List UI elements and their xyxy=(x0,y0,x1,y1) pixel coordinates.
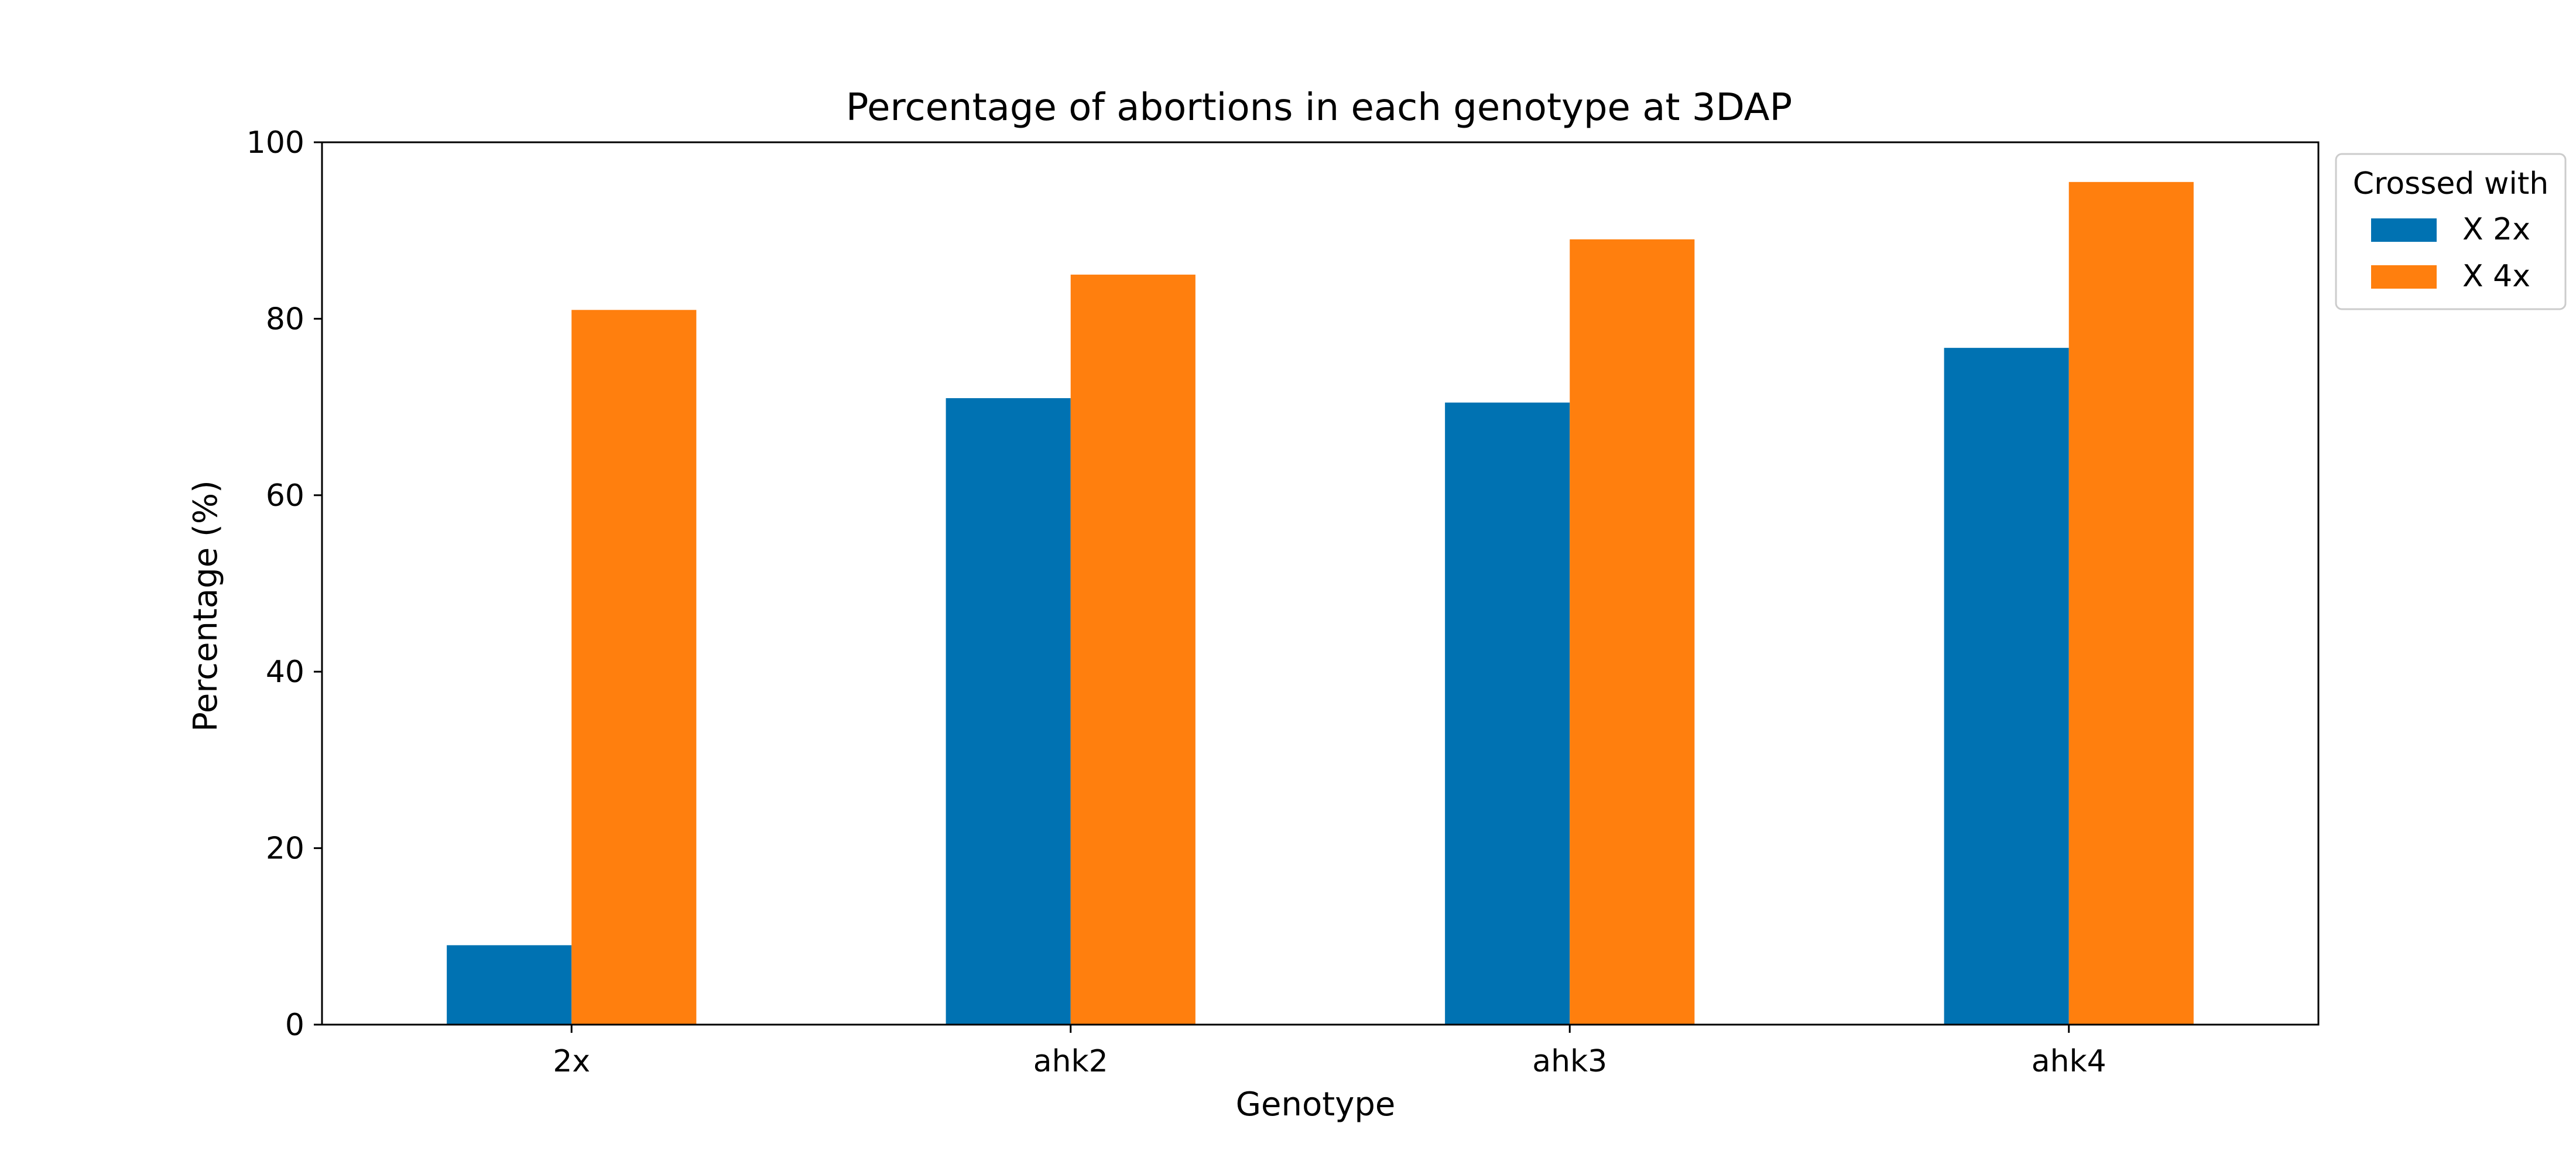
bar-x-2x-2x xyxy=(447,945,572,1025)
x-axis-label: Genotype xyxy=(1236,1086,1396,1124)
bar-x-4x-2x xyxy=(571,310,697,1025)
x-tick-label: ahk4 xyxy=(2032,1044,2106,1079)
legend-swatch xyxy=(2371,218,2437,242)
bar-x-4x-ahk3 xyxy=(1570,239,1695,1025)
bar-x-4x-ahk2 xyxy=(1070,275,1195,1025)
y-tick-label: 0 xyxy=(285,1008,304,1043)
y-tick-label: 100 xyxy=(246,125,304,160)
x-tick-label: 2x xyxy=(553,1044,590,1079)
y-tick-label: 40 xyxy=(266,655,304,690)
y-axis-label: Percentage (%) xyxy=(187,480,225,732)
y-tick-label: 20 xyxy=(266,831,304,867)
legend: Crossed with X 2x X 4x xyxy=(2335,153,2567,310)
bar-x-4x-ahk4 xyxy=(2068,182,2194,1025)
bar-x-2x-ahk4 xyxy=(1944,348,2069,1025)
x-tick-label: ahk3 xyxy=(1532,1044,1607,1079)
bar-x-2x-ahk3 xyxy=(1445,402,1570,1025)
y-tick-label: 60 xyxy=(266,478,304,513)
legend-swatch xyxy=(2371,265,2437,289)
chart-title: Percentage of abortions in each genotype… xyxy=(846,86,1792,129)
bar-x-2x-ahk2 xyxy=(946,398,1071,1025)
legend-item-label: X 4x xyxy=(2462,259,2530,294)
x-tick-label: ahk2 xyxy=(1033,1044,1108,1079)
legend-title: Crossed with xyxy=(2353,166,2548,201)
y-tick-label: 80 xyxy=(266,302,304,337)
plot-frame xyxy=(321,141,2320,1026)
axes: 2x ahk2 ahk3 ahk4 0 20 40 60 80 100 xyxy=(246,125,2320,1079)
legend-item-label: X 2x xyxy=(2462,212,2530,247)
bars xyxy=(447,182,2194,1025)
